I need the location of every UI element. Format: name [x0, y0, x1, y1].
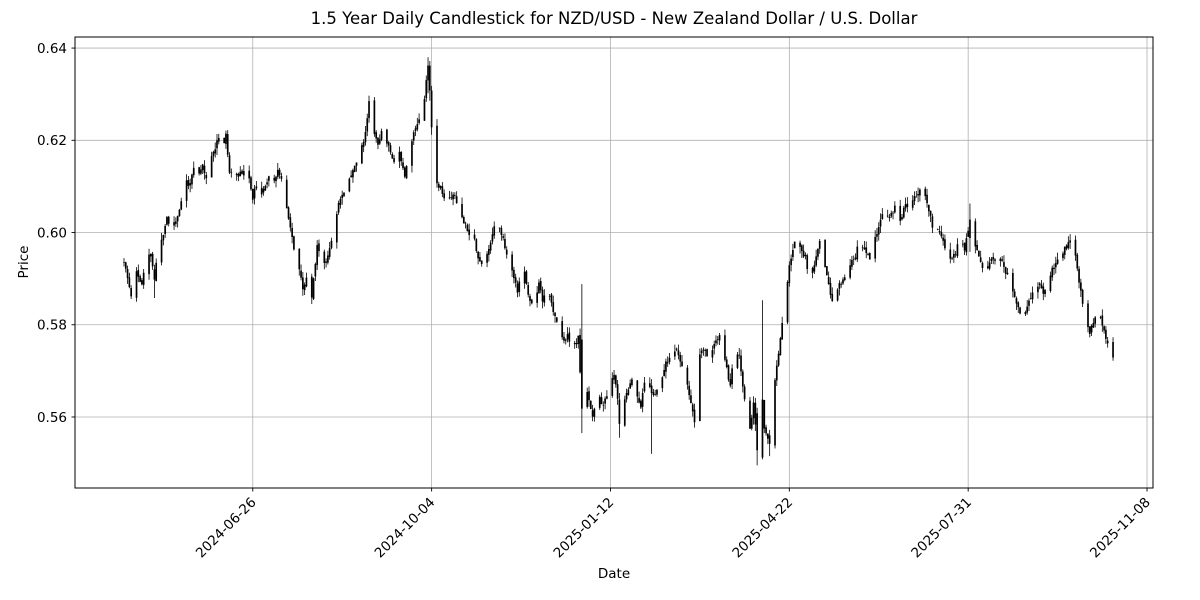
x-tick-labels: 2024-06-26 2024-10-04 2025-01-12 2025-04-22…	[193, 495, 1154, 562]
grid-layer	[75, 37, 1153, 488]
y-tick-label: 0.64	[37, 41, 67, 57]
x-axis-label: Date	[597, 566, 631, 582]
candles-layer	[123, 57, 1114, 466]
axes-frame	[74, 36, 1154, 489]
chart-title: 1.5 Year Daily Candlestick for NZD/USD -…	[310, 9, 918, 28]
y-tick-label: 0.60	[37, 225, 67, 241]
x-tick-label: 2025-11-08	[1087, 495, 1154, 562]
y-tick-label: 0.56	[37, 410, 67, 426]
x-tick-label: 2025-07-31	[908, 495, 975, 562]
tick-marks	[71, 47, 1148, 492]
candle-bodies	[123, 65, 1114, 458]
y-tick-label: 0.62	[37, 133, 67, 149]
y-tick-label: 0.58	[37, 318, 67, 334]
x-tick-label: 2025-04-22	[729, 495, 796, 562]
y-tick-labels: 0.56 0.58 0.60 0.62 0.64	[37, 41, 67, 426]
x-tick-label: 2024-10-04	[372, 495, 439, 562]
candle-wicks	[123, 57, 1114, 466]
x-tick-label: 2025-01-12	[551, 495, 618, 562]
x-tick-label: 2024-06-26	[193, 495, 260, 562]
